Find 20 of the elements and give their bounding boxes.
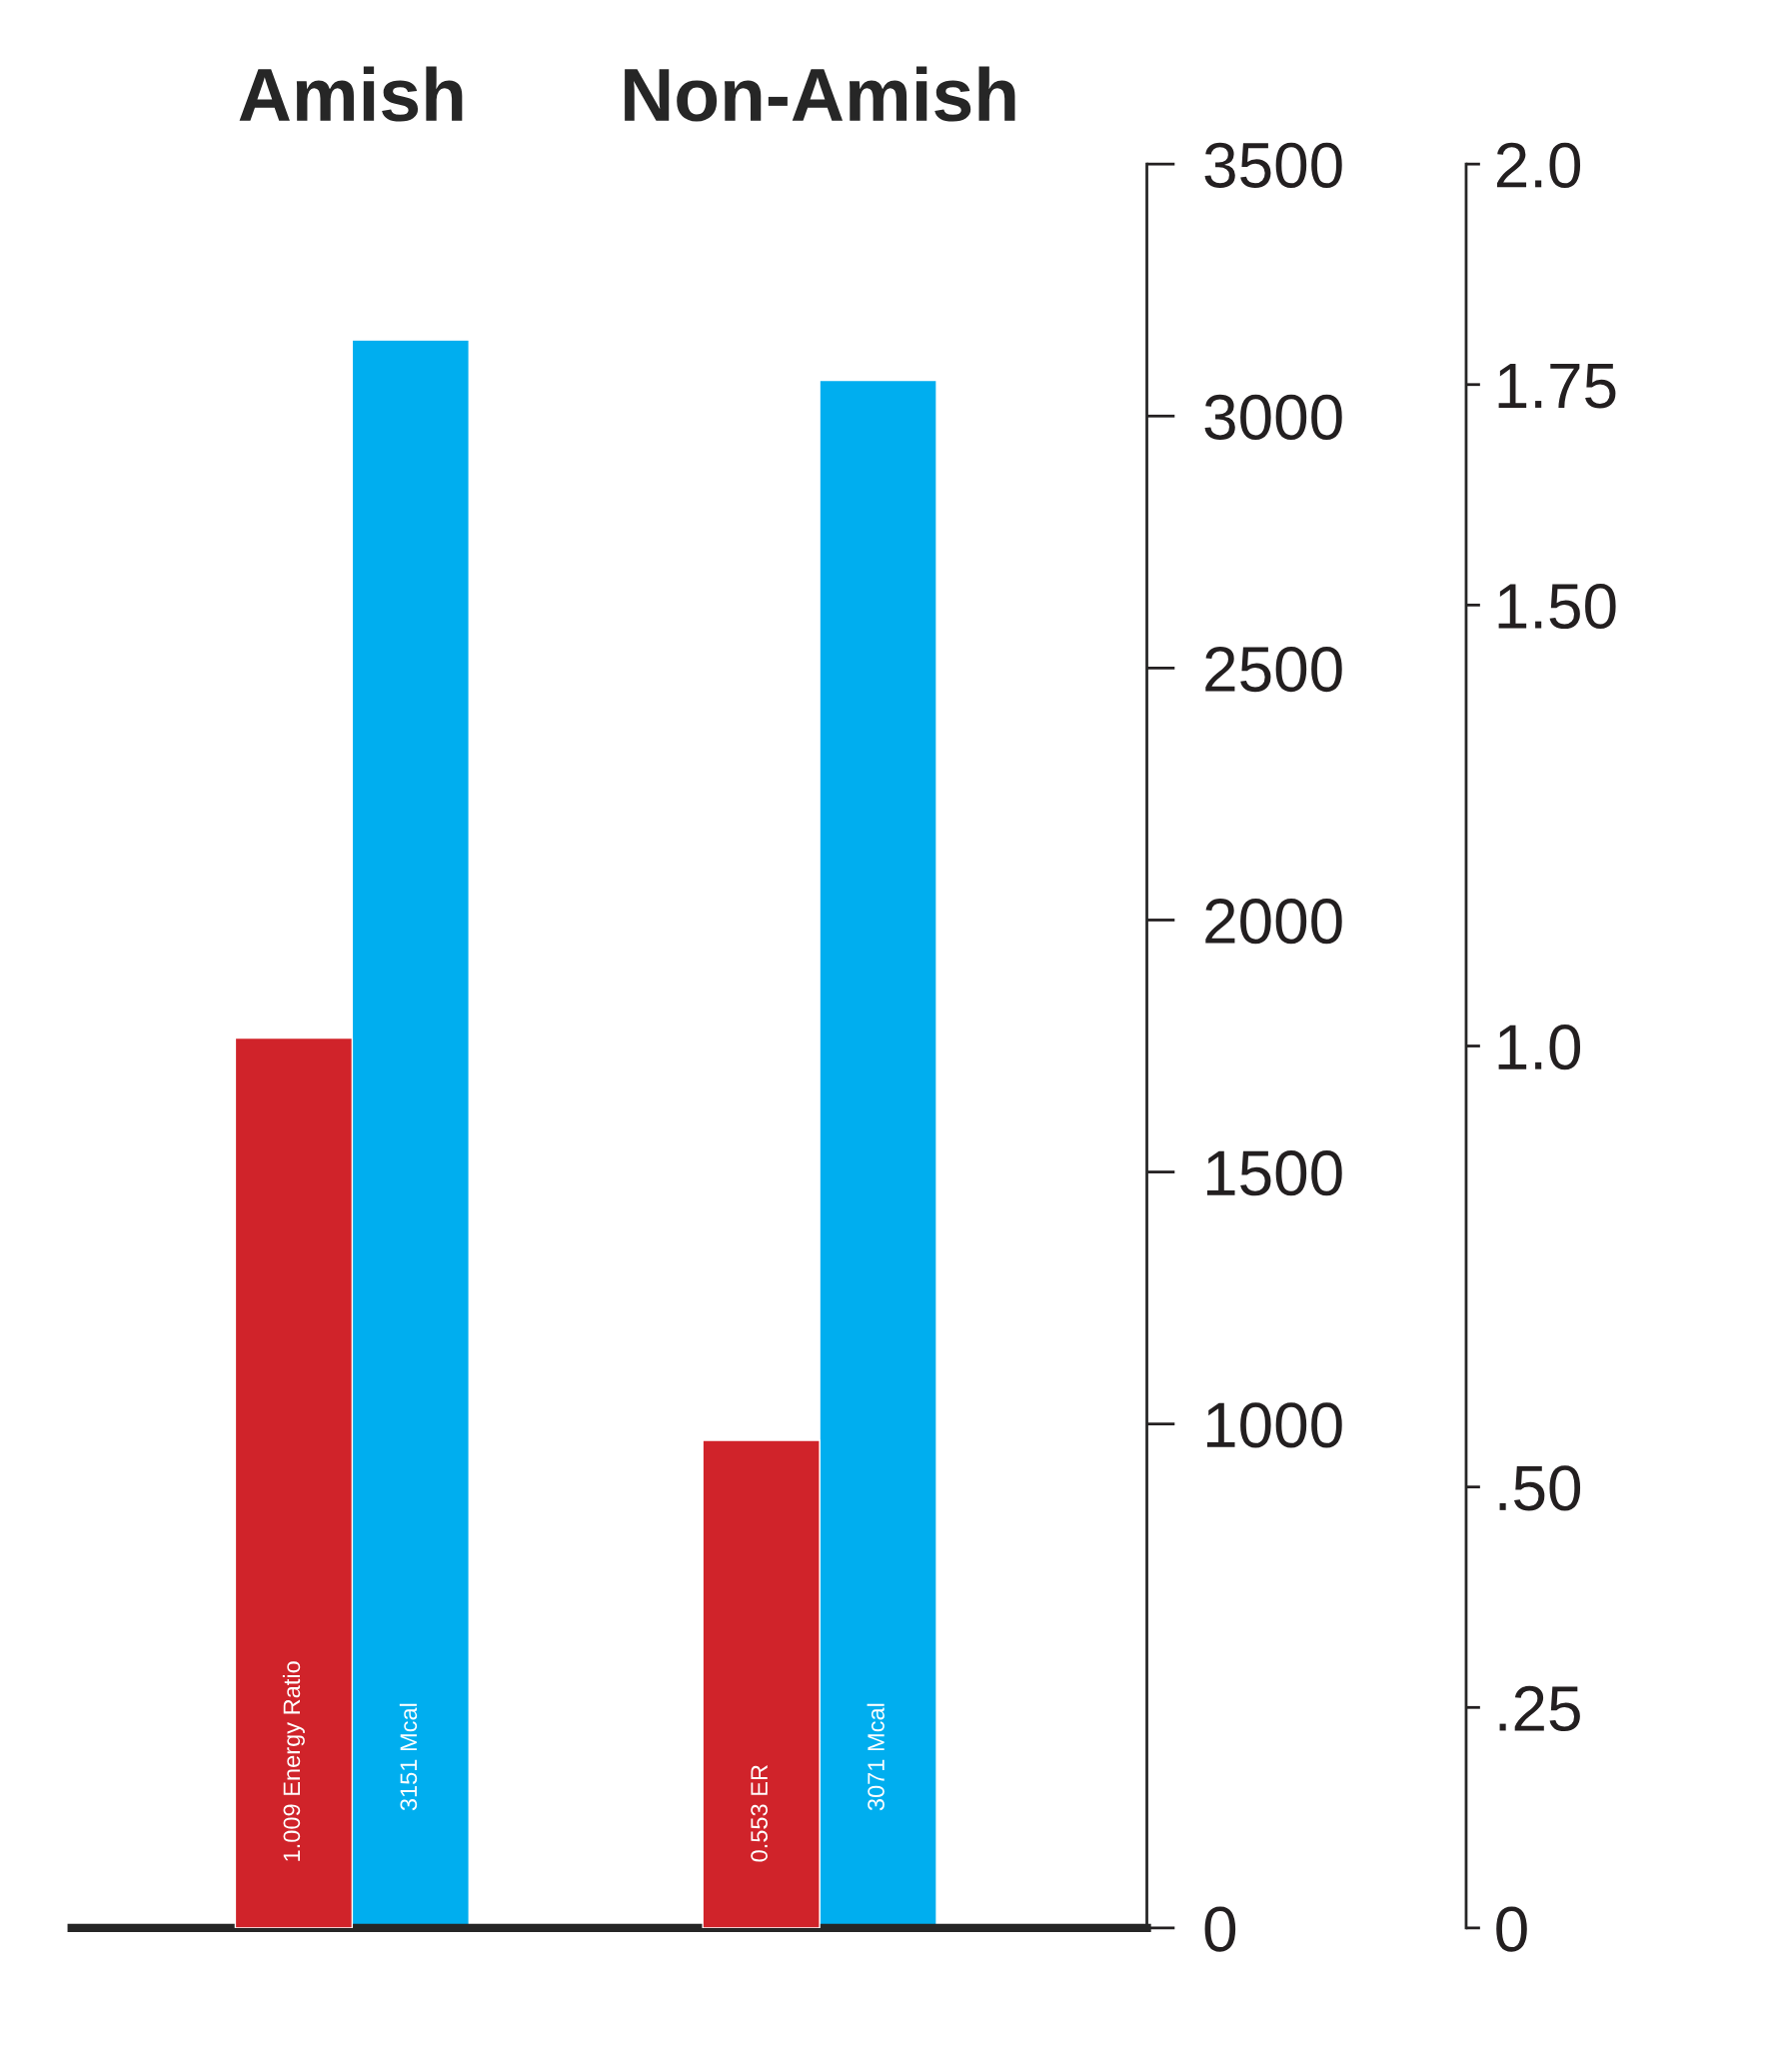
y2-tick-label: 1.0 [1498, 1025, 1581, 1070]
y2-tick-label: 2.0 [1496, 142, 1581, 188]
y2-tick-label: 0 [1496, 1906, 1527, 1952]
data-label: 3151 Mcal [399, 1703, 418, 1811]
y-tick-label: 1000 [1206, 1402, 1342, 1448]
data-label: 0.553 ER [751, 1765, 768, 1862]
y2-tick-label: .50 [1499, 1465, 1581, 1511]
y2-tick-label: .25 [1499, 1685, 1580, 1732]
y2-tick-label: 1.50 [1498, 583, 1616, 630]
x-tick-label: Non-Amish [625, 66, 1015, 122]
y-tick-label: 2000 [1205, 899, 1342, 945]
data-label: 1.009 Energy Ratio [282, 1661, 305, 1861]
y-tick-label: 3000 [1204, 394, 1342, 441]
x-tick-label: Amish [239, 66, 463, 122]
y-tick-label: 2500 [1205, 646, 1342, 693]
y2-tick-label: 1.75 [1498, 363, 1616, 409]
y-tick-label: 0 [1204, 1906, 1236, 1952]
y-tick-label: 1500 [1206, 1150, 1342, 1196]
data-label: 3071 Mcal [867, 1703, 885, 1811]
y-tick-label: 3500 [1204, 142, 1342, 188]
